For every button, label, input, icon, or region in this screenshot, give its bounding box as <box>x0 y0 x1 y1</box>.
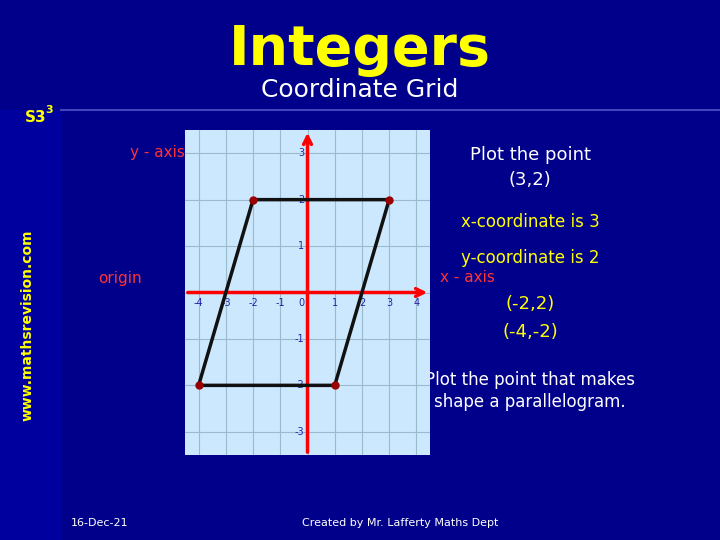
Text: Plot the point: Plot the point <box>469 146 590 164</box>
Text: -3: -3 <box>221 298 230 308</box>
Text: y-coordinate is 2: y-coordinate is 2 <box>461 249 599 267</box>
Text: shape a parallelogram.: shape a parallelogram. <box>434 393 626 411</box>
Text: -4: -4 <box>194 298 204 308</box>
Text: (-4,-2): (-4,-2) <box>502 323 558 341</box>
Text: x-coordinate is 3: x-coordinate is 3 <box>461 213 599 231</box>
Bar <box>0 110 62 540</box>
Text: Plot the point that makes: Plot the point that makes <box>425 371 635 389</box>
Text: (-2,2): (-2,2) <box>505 295 554 313</box>
Text: 4: 4 <box>413 298 420 308</box>
Text: Coordinate Grid: Coordinate Grid <box>261 78 459 102</box>
Text: Created by Mr. Lafferty Maths Dept: Created by Mr. Lafferty Maths Dept <box>302 518 498 528</box>
Text: -2: -2 <box>294 380 305 390</box>
Text: -3: -3 <box>294 427 305 437</box>
Text: 2: 2 <box>359 298 365 308</box>
Text: 2: 2 <box>298 194 305 205</box>
Text: 1: 1 <box>298 241 305 251</box>
Text: 3: 3 <box>45 105 53 115</box>
Text: 3: 3 <box>298 148 305 158</box>
Text: S3: S3 <box>25 110 47 125</box>
Text: www.mathsrevision.com: www.mathsrevision.com <box>21 230 35 421</box>
Text: y - axis: y - axis <box>130 145 185 159</box>
Text: 1: 1 <box>332 298 338 308</box>
Text: -1: -1 <box>276 298 285 308</box>
Text: -1: -1 <box>294 334 305 344</box>
Text: x - axis: x - axis <box>440 271 495 286</box>
Text: Integers: Integers <box>229 23 491 77</box>
Text: 16-Dec-21: 16-Dec-21 <box>71 518 129 528</box>
Text: -2: -2 <box>248 298 258 308</box>
Text: 0: 0 <box>298 298 305 308</box>
Text: origin: origin <box>98 271 142 286</box>
Text: 3: 3 <box>386 298 392 308</box>
Text: (3,2): (3,2) <box>508 171 552 189</box>
